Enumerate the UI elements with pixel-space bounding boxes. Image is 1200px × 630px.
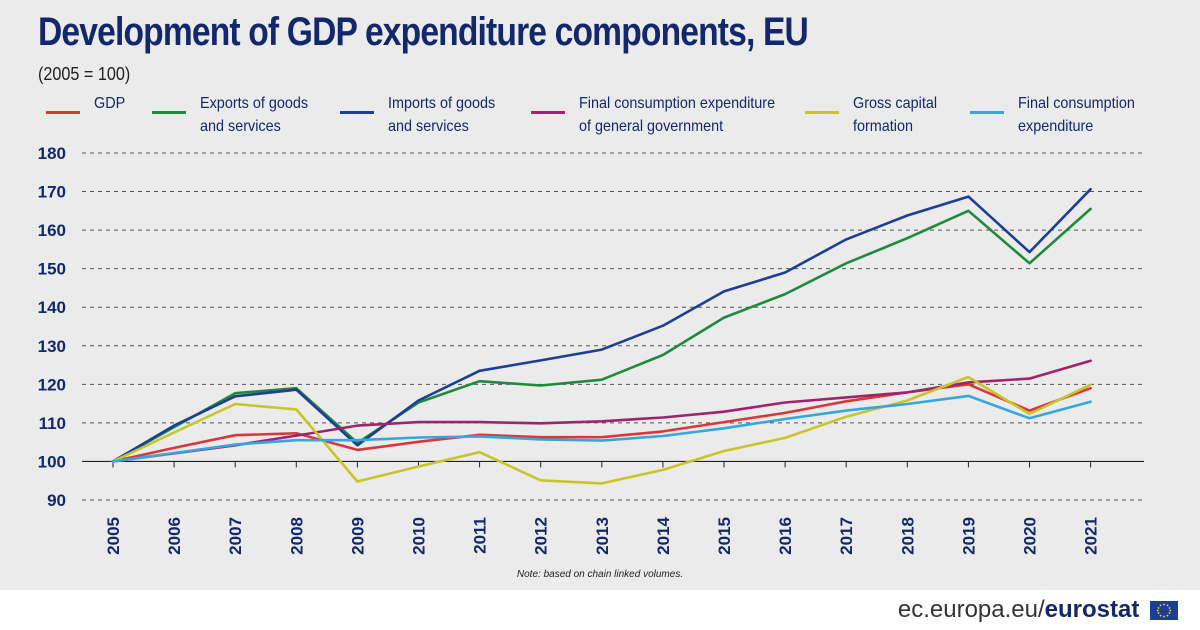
series-line-consumption [111,394,1092,463]
x-tick-label-2020: 2020 [1021,517,1040,555]
legend-swatch-exports [152,111,186,114]
x-tick-label-2009: 2009 [348,517,367,555]
legend-label-exports: Exports of goods and services [200,95,309,135]
y-tick-label-120: 120 [38,375,66,394]
series-line-exports [111,207,1092,463]
x-tick-label-2019: 2019 [959,517,978,555]
chart-background [0,0,1200,590]
legend-label-capital: Gross capital formation [853,95,938,135]
y-tick-label-130: 130 [38,337,66,356]
chart-subtitle: (2005 = 100) [38,64,131,84]
y-tick-label-150: 150 [38,260,66,279]
legend-swatch-gdp [46,111,80,114]
footer-branding: ec.europa.eu/eurostat [898,596,1178,624]
legend-swatch-government [531,111,565,114]
chart-title: Development of GDP expenditure component… [38,10,809,54]
legend-swatch-capital [805,111,839,114]
x-tick-label-2006: 2006 [165,517,184,555]
series-line-government [111,359,1092,463]
x-tick-label-2021: 2021 [1082,517,1101,555]
legend-swatch-consumption [970,111,1004,114]
y-tick-label-140: 140 [38,298,66,317]
y-tick-label-110: 110 [39,414,66,433]
x-tick-label-2005: 2005 [104,517,123,555]
series-line-capital [111,375,1092,485]
legend-label-gdp: GDP [94,95,126,112]
series-line-imports [111,187,1092,463]
x-tick-label-2012: 2012 [532,517,551,555]
x-tick-label-2016: 2016 [776,517,795,555]
y-tick-label-90: 90 [47,491,66,510]
chart-note: Note: based on chain linked volumes. [516,569,684,580]
x-tick-label-2013: 2013 [593,517,612,555]
x-tick-label-2008: 2008 [287,517,306,555]
legend-swatch-imports [340,111,374,114]
x-tick-label-2007: 2007 [226,517,245,555]
legend-label-government: Final consumption expenditure of general … [579,95,776,135]
x-tick-label-2011: 2011 [471,517,490,554]
y-tick-label-170: 170 [38,183,66,202]
x-tick-label-2018: 2018 [898,517,917,555]
legend-label-consumption: Final consumption expenditure [1018,95,1135,135]
y-tick-label-180: 180 [38,144,66,163]
x-tick-label-2017: 2017 [837,517,856,555]
x-tick-label-2010: 2010 [410,517,429,555]
line-chart: 90 100 110 120 130 140 150 160 170 180 2005 2006 200… [38,144,1144,555]
footer-brand: eurostat [1044,596,1140,623]
eu-flag-icon [1150,601,1178,621]
legend-label-imports: Imports of goods and services [388,95,496,135]
x-tick-label-2015: 2015 [715,517,734,555]
y-tick-label-100: 100 [38,452,66,471]
x-tick-label-2014: 2014 [654,516,673,554]
y-tick-label-160: 160 [38,221,66,240]
footer-domain: ec.europa.eu/ [897,596,1045,623]
